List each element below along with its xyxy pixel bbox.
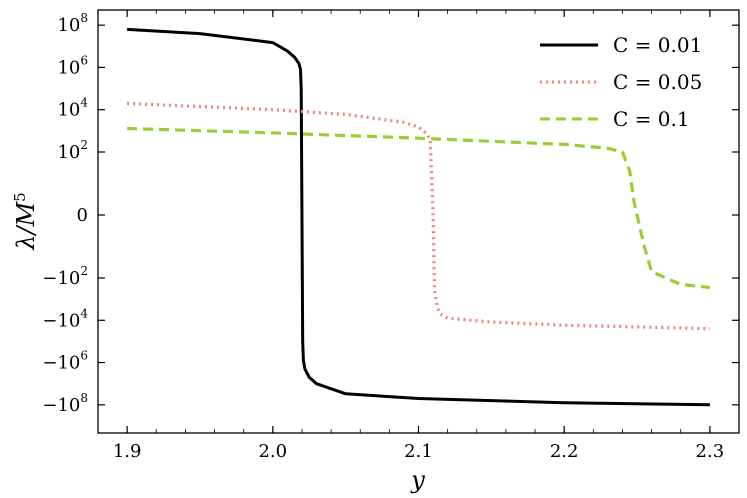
legend-label-2: C = 0.05 (613, 70, 702, 94)
y-tick-label: 106 (57, 53, 88, 78)
series-line-1 (127, 27, 710, 407)
y-tick-label: −104 (42, 306, 88, 331)
y-tick-label: −108 (42, 391, 88, 416)
legend-label-3: C = 0.1 (613, 107, 690, 131)
legend-label-1: C = 0.01 (613, 33, 702, 57)
series-line-3 (127, 126, 711, 290)
y-tick-label: 0 (77, 205, 88, 226)
x-tick-label: 2.3 (696, 441, 725, 462)
x-tick-label: 2.1 (404, 441, 433, 462)
y-tick-label: −106 (42, 349, 88, 374)
x-axis-label: y (410, 466, 425, 494)
y-tick-label: 108 (57, 11, 88, 36)
y-axis-label: λ/M5 (11, 192, 40, 250)
legend: C = 0.01 C = 0.05 C = 0.1 (540, 33, 702, 131)
y-tick-label: 104 (57, 96, 88, 121)
x-tick-label: 1.9 (113, 441, 142, 462)
x-tick-label: 2.0 (258, 441, 287, 462)
x-tick-label: 2.2 (550, 441, 579, 462)
series-layer (127, 27, 711, 407)
y-tick-label: −102 (42, 264, 88, 289)
y-tick-label: 102 (57, 138, 88, 163)
